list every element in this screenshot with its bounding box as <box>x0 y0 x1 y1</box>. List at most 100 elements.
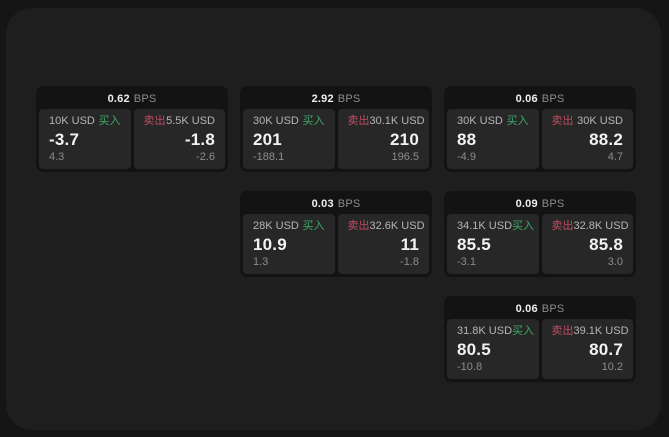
buy-panel-top: 28K USD 买入 <box>253 221 325 232</box>
sell-tag: 卖出 <box>551 325 574 337</box>
spread-header: 0.03 BPS <box>243 194 429 214</box>
spread-value: 2.92 <box>311 93 334 105</box>
quote-grid: 0.62 BPS 10K USD 买入 -3.7 4.3 卖出 5.5K USD <box>36 86 636 382</box>
spread-header: 0.62 BPS <box>39 89 225 109</box>
buy-amount: 10K USD <box>49 115 95 127</box>
buy-panel-top: 30K USD 买入 <box>253 116 325 127</box>
spread-header: 0.09 BPS <box>447 194 633 214</box>
buy-panel-top: 30K USD 买入 <box>457 116 529 127</box>
buy-delta: -4.9 <box>457 151 476 163</box>
sell-tag: 卖出 <box>347 115 370 127</box>
sell-panel-top: 卖出 30K USD <box>552 116 624 127</box>
buy-delta: -3.1 <box>457 256 476 268</box>
spread-value: 0.03 <box>311 198 334 210</box>
sell-tag: 卖出 <box>551 115 574 127</box>
buy-tag: 买入 <box>506 115 529 127</box>
sell-amount: 30K USD <box>577 115 623 127</box>
sell-amount: 32.6K USD <box>369 220 425 232</box>
spread-value: 0.06 <box>515 303 538 315</box>
sell-delta: 3.0 <box>607 256 623 268</box>
spread-unit: BPS <box>337 93 361 105</box>
buy-panel-top: 10K USD 买入 <box>49 116 121 127</box>
sell-delta: 4.7 <box>607 151 623 163</box>
sell-price: 85.8 <box>589 235 623 254</box>
buy-delta: -10.8 <box>457 361 483 373</box>
sell-amount: 30.1K USD <box>369 115 425 127</box>
buy-tag: 买入 <box>98 115 121 127</box>
buy-amount: 30K USD <box>457 115 503 127</box>
sell-panel[interactable]: 卖出 5.5K USD -1.8 -2.6 <box>133 109 225 169</box>
sell-delta: -1.8 <box>400 256 419 268</box>
buy-panel[interactable]: 30K USD 买入 201 -188.1 <box>243 109 335 169</box>
sell-price: 210 <box>390 130 419 149</box>
buy-panel[interactable]: 30K USD 买入 88 -4.9 <box>447 109 539 169</box>
buy-delta: 1.3 <box>253 256 269 268</box>
quote-card: 0.06 BPS 31.8K USD 买入 80.5 -10.8 卖出 39.1… <box>444 296 636 382</box>
buy-amount: 34.1K USD <box>457 220 513 232</box>
spread-value: 0.06 <box>515 93 538 105</box>
buy-price: 201 <box>253 130 282 149</box>
spread-unit: BPS <box>541 303 565 315</box>
buy-price: 10.9 <box>253 235 287 254</box>
spread-header: 2.92 BPS <box>243 89 429 109</box>
sell-amount: 5.5K USD <box>166 115 215 127</box>
buy-tag: 买入 <box>302 115 325 127</box>
quote-body: 34.1K USD 买入 85.5 -3.1 卖出 32.8K USD 85.8… <box>447 214 633 274</box>
quote-body: 31.8K USD 买入 80.5 -10.8 卖出 39.1K USD 80.… <box>447 319 633 379</box>
spread-unit: BPS <box>541 93 565 105</box>
buy-tag: 买入 <box>512 325 535 337</box>
buy-amount: 31.8K USD <box>457 325 513 337</box>
buy-price: 85.5 <box>457 235 491 254</box>
sell-delta: -2.6 <box>196 151 215 163</box>
quote-body: 10K USD 买入 -3.7 4.3 卖出 5.5K USD -1.8 -2.… <box>39 109 225 169</box>
sell-price: 11 <box>400 235 419 254</box>
buy-panel[interactable]: 34.1K USD 买入 85.5 -3.1 <box>447 214 539 274</box>
spread-unit: BPS <box>541 198 565 210</box>
buy-price: 88 <box>457 130 477 149</box>
main-panel: 0.62 BPS 10K USD 买入 -3.7 4.3 卖出 5.5K USD <box>6 8 661 430</box>
buy-amount: 30K USD <box>253 115 299 127</box>
sell-panel-top: 卖出 32.8K USD <box>551 220 629 232</box>
sell-delta: 196.5 <box>391 151 419 163</box>
sell-panel[interactable]: 卖出 32.6K USD 11 -1.8 <box>337 214 429 274</box>
buy-delta: 4.3 <box>49 151 65 163</box>
sell-price: -1.8 <box>184 130 215 149</box>
buy-tag: 买入 <box>512 220 535 232</box>
spread-header: 0.06 BPS <box>447 299 633 319</box>
buy-tag: 买入 <box>302 220 325 232</box>
sell-panel-top: 卖出 5.5K USD <box>144 116 216 127</box>
sell-panel-top: 卖出 32.6K USD <box>347 220 425 232</box>
quote-card: 0.62 BPS 10K USD 买入 -3.7 4.3 卖出 5.5K USD <box>36 86 228 172</box>
buy-panel[interactable]: 31.8K USD 买入 80.5 -10.8 <box>447 319 539 379</box>
sell-price: 80.7 <box>589 340 623 359</box>
buy-price: 80.5 <box>457 340 491 359</box>
sell-panel[interactable]: 卖出 30K USD 88.2 4.7 <box>541 109 633 169</box>
sell-panel[interactable]: 卖出 32.8K USD 85.8 3.0 <box>541 214 633 274</box>
sell-tag: 卖出 <box>551 220 574 232</box>
buy-panel-top: 31.8K USD 买入 <box>457 325 534 337</box>
spread-value: 0.62 <box>107 93 130 105</box>
sell-panel-top: 卖出 39.1K USD <box>551 325 629 337</box>
quote-card: 2.92 BPS 30K USD 买入 201 -188.1 卖出 30.1K … <box>240 86 432 172</box>
sell-panel-top: 卖出 30.1K USD <box>347 115 425 127</box>
buy-amount: 28K USD <box>253 220 299 232</box>
spread-value: 0.09 <box>515 198 538 210</box>
sell-panel[interactable]: 卖出 39.1K USD 80.7 10.2 <box>541 319 633 379</box>
buy-panel[interactable]: 10K USD 买入 -3.7 4.3 <box>39 109 131 169</box>
quote-body: 30K USD 买入 201 -188.1 卖出 30.1K USD 210 1… <box>243 109 429 169</box>
sell-tag: 卖出 <box>143 115 166 127</box>
quote-card: 0.09 BPS 34.1K USD 买入 85.5 -3.1 卖出 32.8K… <box>444 191 636 277</box>
quote-card: 0.03 BPS 28K USD 买入 10.9 1.3 卖出 32.6K US… <box>240 191 432 277</box>
buy-price: -3.7 <box>49 130 80 149</box>
spread-unit: BPS <box>133 93 157 105</box>
sell-panel[interactable]: 卖出 30.1K USD 210 196.5 <box>337 109 429 169</box>
quote-body: 28K USD 买入 10.9 1.3 卖出 32.6K USD 11 -1.8 <box>243 214 429 274</box>
buy-panel-top: 34.1K USD 买入 <box>457 220 534 232</box>
sell-delta: 10.2 <box>601 361 623 373</box>
sell-amount: 39.1K USD <box>573 325 629 337</box>
buy-panel[interactable]: 28K USD 买入 10.9 1.3 <box>243 214 335 274</box>
buy-delta: -188.1 <box>253 151 285 163</box>
sell-tag: 卖出 <box>347 220 370 232</box>
spread-unit: BPS <box>337 198 361 210</box>
sell-amount: 32.8K USD <box>573 220 629 232</box>
